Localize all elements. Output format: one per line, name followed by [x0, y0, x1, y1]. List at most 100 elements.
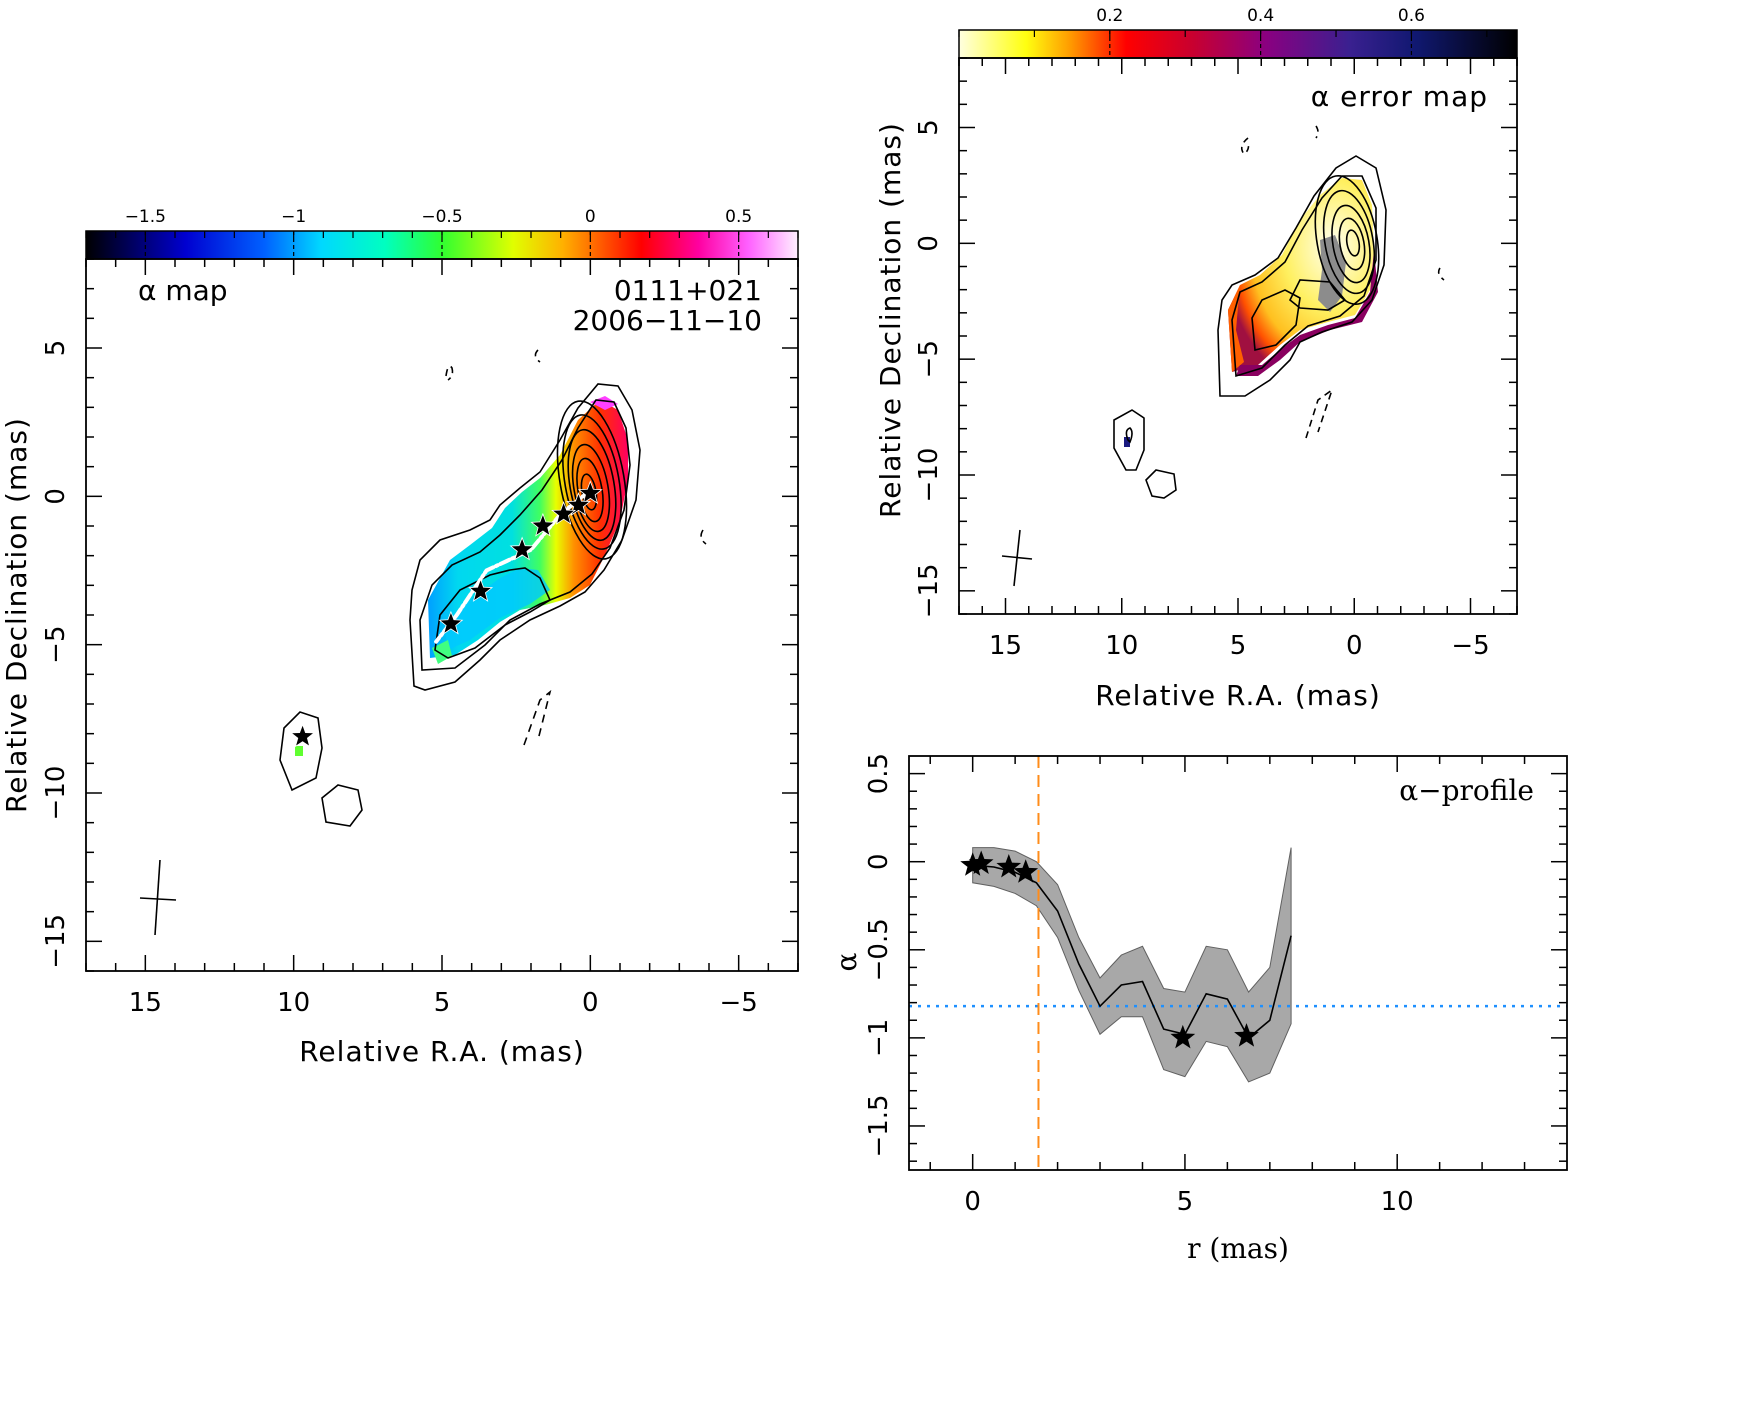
error-jet-body [1228, 178, 1374, 372]
error-contour-core-5 [1345, 229, 1361, 257]
profile-frame [908, 755, 1568, 1171]
error-map-ytick-label: −5 [914, 340, 944, 378]
profile-ytick-label: −1 [864, 1019, 894, 1057]
alpha-map-panel: −1.5 −1 −0.5 0 0.5 [0, 207, 799, 1068]
profile-star [996, 854, 1022, 878]
alpha-map-xtick-label: 0 [582, 988, 599, 1018]
profile-xtick-label: 5 [1177, 1187, 1194, 1217]
error-map-ylabel: Relative Declination (mas) [874, 122, 907, 518]
alpha-map-image [139, 349, 707, 936]
alpha-map-date: 2006−11−10 [573, 304, 762, 337]
alpha-colorbar-ticks: −1.5 −1 −0.5 0 0.5 [85, 207, 799, 259]
error-contour-core-4 [1338, 217, 1366, 271]
error-map-xtick-label: −5 [1451, 631, 1489, 661]
profile-star [1170, 1024, 1196, 1049]
alpha-component-star [551, 500, 577, 525]
alpha-map-ytick-label: −5 [41, 626, 71, 664]
error-contour-2 [1231, 175, 1377, 378]
alpha-blob-green [295, 746, 303, 756]
profile-label: α−profile [1399, 774, 1534, 807]
alpha-colorbar-tick-label: −1.5 [125, 207, 166, 227]
alpha-component-star [530, 512, 556, 537]
alpha-contour-core-3 [567, 428, 617, 542]
profile-ylabel: α [830, 952, 863, 971]
alpha-map-ylabel: Relative Declination (mas) [0, 417, 33, 813]
error-neg-contour-4 [1305, 387, 1334, 439]
alpha-component-star [290, 723, 316, 748]
error-map-xtick-label: 10 [1105, 631, 1138, 661]
profile-error-band [972, 847, 1292, 1083]
alpha-contour-3 [434, 567, 552, 659]
alpha-neg-contour-2 [534, 349, 541, 363]
profile-star [1013, 859, 1039, 883]
error-colorbar-ticks: 0.2 0.4 0.6 [958, 6, 1488, 58]
profile-ytick-label: 0 [864, 853, 894, 870]
profile-ytick-label: −0.5 [864, 918, 894, 981]
alpha-contour-core-4 [571, 443, 611, 533]
error-colorbar [958, 29, 1518, 59]
error-contour-core-2 [1322, 189, 1376, 295]
alpha-contour-2 [419, 399, 631, 671]
error-blob-2 [1145, 469, 1177, 499]
alpha-map-xlabel: Relative R.A. (mas) [299, 1035, 585, 1068]
profile-xtick-label: 0 [964, 1187, 981, 1217]
profile-star [968, 850, 994, 874]
alpha-neg-contour-1 [445, 365, 454, 381]
error-map-ytick-label: 0 [914, 235, 944, 252]
alpha-map-ytick-label: −10 [41, 766, 71, 821]
error-map-ytick-label: −15 [914, 563, 944, 618]
alpha-component-star [438, 610, 464, 635]
alpha-neg-contour-4 [523, 689, 552, 746]
alpha-contours [279, 349, 707, 827]
alpha-map-xtick-label: −5 [720, 988, 758, 1018]
profile-ytick-label: −1.5 [864, 1094, 894, 1157]
alpha-blob-2 [321, 784, 363, 827]
error-neg-contour-3 [1437, 267, 1445, 281]
alpha-colorbar-tick-label: −0.5 [421, 207, 462, 227]
alpha-map-xtick-label: 5 [434, 988, 451, 1018]
alpha-map-ytick-label: 5 [41, 340, 71, 357]
profile-plot-area [909, 756, 1567, 1170]
alpha-jet-mid [445, 568, 550, 650]
error-contour-outer [1217, 155, 1387, 397]
error-map-label: α error map [1311, 80, 1488, 113]
alpha-component-star [509, 536, 535, 561]
error-beam-cross [1001, 529, 1033, 587]
alpha-beam-cross [139, 859, 177, 936]
alpha-neg-contour-3 [700, 529, 707, 545]
alpha-map-xtick-label: 10 [277, 988, 310, 1018]
alpha-colorbar-tick-label: 0.5 [725, 207, 752, 227]
alpha-colorbar-tick-label: 0 [585, 207, 596, 227]
alpha-map-ytick-label: 0 [41, 488, 71, 505]
error-map-ytick-label: 5 [914, 119, 944, 136]
alpha-colorbar-tick-label: −1 [281, 207, 306, 227]
error-blob-ring [1125, 427, 1133, 444]
alpha-map-label: α map [138, 274, 228, 307]
error-contours [1113, 125, 1445, 499]
profile-axes: 0 5 10 0.5 0 −0.5 −1 −1.5 [864, 753, 1567, 1217]
alpha-blob-1 [279, 711, 323, 792]
error-map-xlabel: Relative R.A. (mas) [1095, 679, 1381, 712]
alpha-map-xtick-label: 15 [129, 988, 162, 1018]
error-neg-contour-1 [1240, 137, 1250, 156]
error-map-xtick-label: 15 [989, 631, 1022, 661]
alpha-map-source: 0111+021 [614, 274, 762, 307]
alpha-component-star [577, 480, 603, 505]
alpha-map-axes: 15 10 5 0 −5 5 0 −5 −10 −15 [41, 258, 799, 1018]
error-blob-pixel [1124, 437, 1130, 447]
error-map-xtick-label: 5 [1230, 631, 1247, 661]
profile-ytick-label: 0.5 [864, 753, 894, 794]
profile-stars [960, 850, 1259, 1049]
alpha-component-star [468, 578, 494, 602]
alpha-jet-emission [295, 396, 628, 756]
alpha-map-ytick-label: −15 [41, 914, 71, 969]
error-map-ytick-label: −10 [914, 448, 944, 503]
alpha-contour-core-5 [576, 457, 604, 523]
alpha-component-stars [290, 480, 603, 748]
profile-star [960, 852, 985, 876]
profile-xtick-label: 10 [1381, 1187, 1414, 1217]
error-map-image [1001, 125, 1445, 587]
error-colorbar-tick-label: 0.2 [1096, 6, 1123, 26]
profile-panel: 0 5 10 0.5 0 −0.5 −1 −1.5 α−profile r (mas) α [830, 753, 1568, 1265]
